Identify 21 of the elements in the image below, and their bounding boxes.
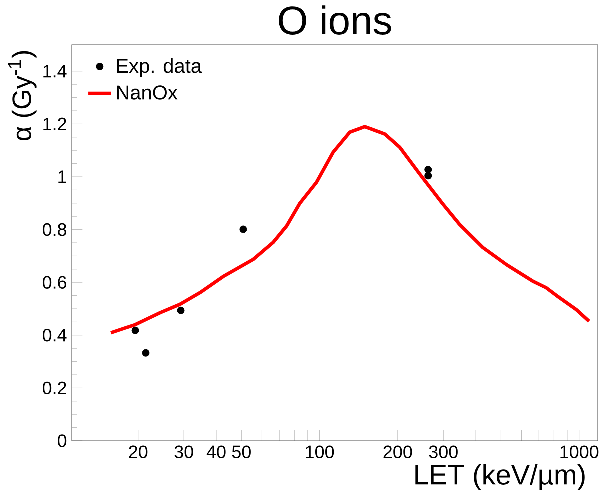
y-tick-label: 0.4 bbox=[42, 329, 67, 342]
legend-label: Exp. data bbox=[117, 58, 202, 78]
legend-label: NanOx bbox=[117, 86, 178, 100]
chart-title: O ions bbox=[279, 6, 392, 35]
y-tick-label: 0.6 bbox=[42, 276, 67, 289]
y-tick-label: 0.2 bbox=[42, 382, 66, 395]
x-tick-label: 100 bbox=[306, 446, 334, 458]
x-tick-label: 30 bbox=[174, 446, 194, 458]
x-tick-label: 1000 bbox=[560, 446, 599, 458]
x-tick-label: 300 bbox=[429, 446, 458, 458]
x-tick-label: 50 bbox=[232, 446, 251, 458]
y-tick-label: 1.4 bbox=[44, 65, 67, 78]
x-tick-label: 40 bbox=[206, 446, 226, 458]
y-tick-label: 0 bbox=[58, 434, 67, 448]
y-tick-label: 0.8 bbox=[42, 223, 67, 236]
x-tick-label: 200 bbox=[384, 446, 412, 458]
x-tick-label: 20 bbox=[129, 446, 148, 458]
y-tick-label: 1 bbox=[58, 170, 66, 184]
x-axis-title: LET (keV/µm) bbox=[416, 464, 585, 490]
y-tick-label: 1.2 bbox=[44, 118, 66, 130]
y-axis-title: α (Gy$^{-1}$) bbox=[8, 51, 37, 141]
